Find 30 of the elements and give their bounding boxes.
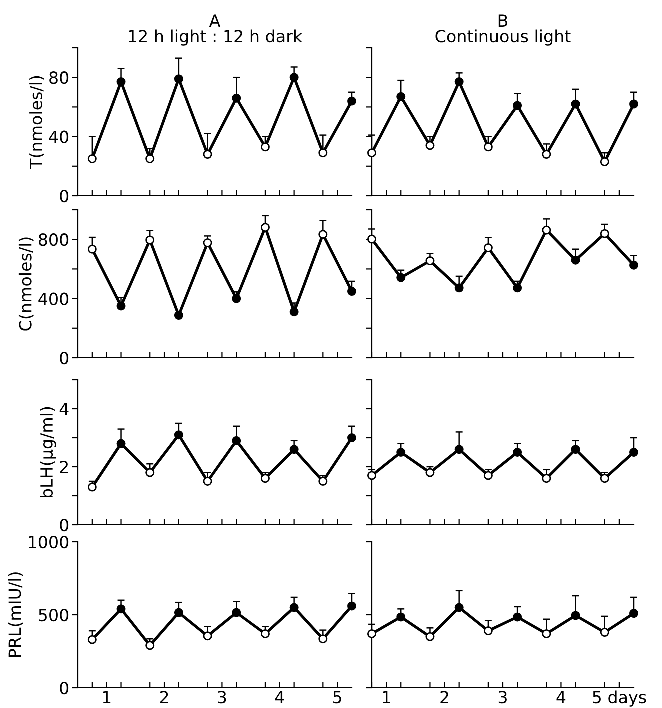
x-tick-label: 1 [383, 691, 390, 704]
chart-title: A [209, 14, 221, 27]
y-tick-label: 0 [60, 518, 69, 532]
y-axis-title: C(nmoles/l) [18, 238, 34, 331]
chart-title: B [498, 14, 508, 27]
x-tick-label: 4 [275, 691, 284, 704]
y-tick-label: 500 [39, 608, 69, 622]
y-tick-label: 40 [49, 130, 69, 144]
x-tick-label: 5 [334, 691, 342, 704]
y-tick-label: 4 [60, 403, 69, 416]
y-axis-title: bLH(μg/ml) [40, 407, 56, 498]
x-tick-label: 3 [498, 691, 507, 704]
y-tick-label: 0 [60, 352, 69, 365]
y-axis-title: T(nmoles/l) [30, 76, 44, 170]
y-tick-label: 800 [38, 234, 69, 246]
x-tick-label: 3 [218, 691, 226, 704]
x-tick-label: 4 [556, 691, 566, 704]
y-axis-title: PRL(mIU/l) [8, 572, 24, 658]
x-tick-label: 2 [440, 691, 448, 704]
y-tick-label: 0 [60, 682, 69, 695]
y-tick-label: 0 [60, 190, 69, 203]
y-tick-label: 80 [50, 72, 69, 84]
x-tick-label: 1 [103, 691, 111, 704]
chart-subtitle: Continuous light [436, 30, 571, 46]
y-tick-label: 1000 [29, 536, 69, 549]
y-tick-label: 2 [60, 460, 68, 474]
chart-subtitle: 12 h light : 12 h dark [129, 30, 303, 46]
x-tick-label: 5 days [593, 690, 646, 707]
y-tick-label: 400 [38, 292, 69, 306]
x-tick-label: 2 [160, 691, 168, 704]
